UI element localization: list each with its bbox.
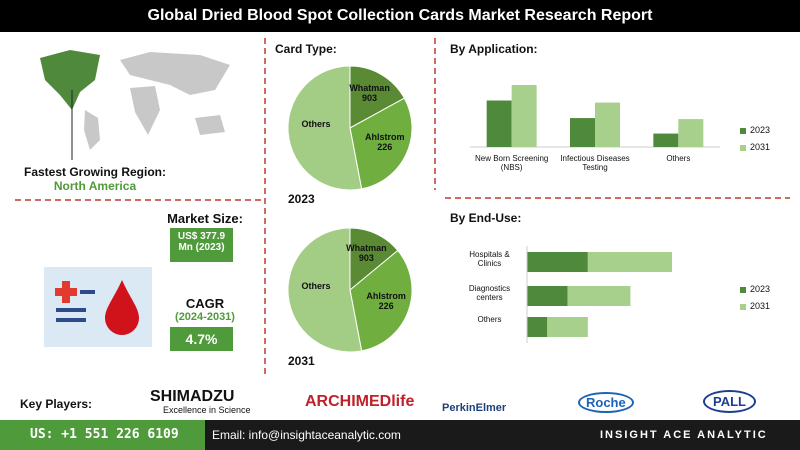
chart-subtitle: 2023 [288, 192, 315, 206]
x-tick-label: New Born Screening (NBS) [474, 154, 549, 172]
slice-label: Whatman 903 [346, 243, 387, 264]
brand: INSIGHT ACE ANALYTIC [600, 429, 768, 441]
chart-title: By End-Use: [450, 211, 522, 225]
title-bar [0, 0, 800, 32]
y-tick-label: Others [477, 315, 502, 324]
pie-slice [349, 227, 399, 292]
cagr-box [170, 327, 233, 351]
slice-label: Ahlstrom 226 [366, 291, 406, 312]
slice-label: Others [301, 119, 331, 130]
bar [527, 317, 548, 337]
legend-label: 2023 [750, 284, 771, 294]
company: PALL [703, 390, 756, 413]
slice-label: Others [301, 281, 331, 292]
slice-label: Ahlstrom 226 [365, 132, 405, 153]
company: PerkinElmer [442, 402, 507, 414]
dividers [15, 38, 790, 375]
pie-slice [349, 97, 413, 190]
bar [567, 286, 631, 306]
legend-swatch [740, 145, 746, 151]
cagr-period: (2024-2031) [175, 311, 235, 323]
world-map [40, 50, 230, 160]
market-size-box [170, 228, 233, 262]
slice-label: Whatman 903 [349, 82, 390, 103]
footer-phone-bg [0, 420, 205, 450]
pie-slice [349, 249, 413, 352]
company-tagline: Excellence in Science [163, 405, 251, 415]
y-tick-label: Diagnostics centers [468, 284, 511, 302]
bar [527, 252, 588, 272]
cagr-value: 4.7% [185, 331, 218, 347]
pie-slice [287, 65, 363, 191]
x-tick-label: Infectious Diseases Testing [560, 154, 630, 172]
bar [595, 102, 620, 147]
email: Email: info@insightaceanalytic.com [212, 428, 401, 442]
bar [486, 100, 512, 147]
bar [587, 252, 672, 272]
footer-bg [205, 420, 800, 450]
legend-label: 2031 [750, 301, 771, 311]
market-size-label: Market Size: [167, 211, 243, 226]
region-label: Fastest Growing Region: [23, 165, 166, 179]
legend-swatch [740, 128, 746, 134]
company: ARCHIMEDlife [305, 393, 415, 410]
bar [653, 133, 679, 147]
company: SHIMADZU [150, 388, 235, 405]
pie-slice [287, 227, 363, 353]
key-players-label: Key Players: [20, 397, 93, 411]
bar [527, 286, 568, 306]
legend-label: 2023 [750, 125, 771, 135]
bar [511, 85, 537, 147]
chart-title: By Application: [450, 42, 538, 56]
cagr-label: CAGR [185, 296, 225, 311]
y-tick-label: Hospitals & Clinics [469, 250, 510, 268]
page-title: Global Dried Blood Spot Collection Cards… [147, 7, 653, 24]
bar [570, 118, 595, 147]
company: Roche [578, 392, 634, 413]
bar [547, 317, 588, 337]
legend-label: 2031 [750, 142, 771, 152]
phone: US: +1 551 226 6109 [30, 427, 179, 442]
chart-title: Card Type: [275, 42, 337, 56]
health-icon [44, 267, 152, 347]
chart-subtitle: 2031 [288, 354, 315, 368]
region-value: North America [53, 179, 137, 193]
bar [678, 119, 704, 147]
market-size-value: US$ 377.9 Mn (2023) [177, 231, 226, 253]
x-tick-label: Others [666, 154, 691, 163]
legend-swatch [740, 304, 746, 310]
legend-swatch [740, 287, 746, 293]
pie-slice [349, 65, 406, 129]
